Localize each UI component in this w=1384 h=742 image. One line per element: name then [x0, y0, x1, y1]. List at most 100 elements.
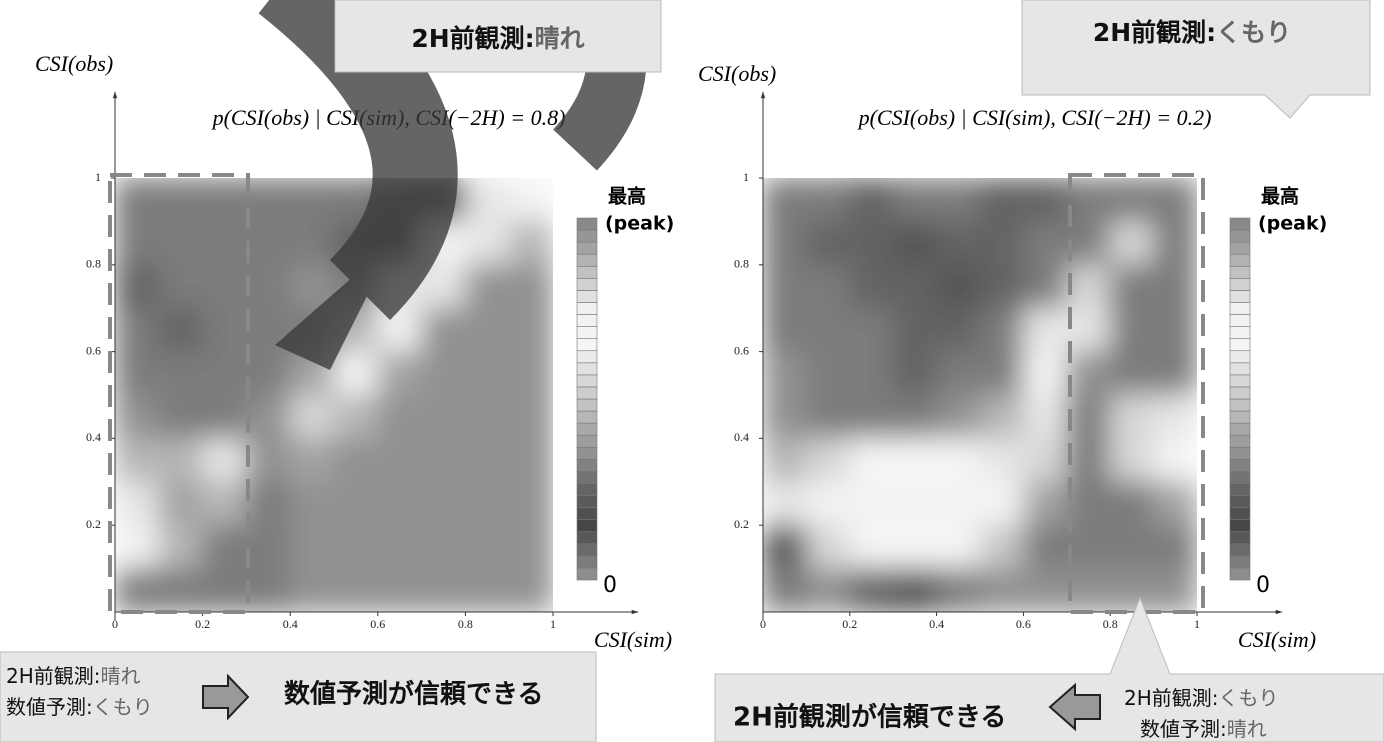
- heatmap-cell: [334, 568, 379, 612]
- note-value: くもり: [1219, 686, 1279, 710]
- colorbar-tick-label: 0: [1256, 573, 1270, 598]
- heatmap-cell: [465, 308, 510, 352]
- y-tick-label: 0.8: [734, 257, 749, 271]
- note-conclusion: 数値予測が信頼できる: [284, 679, 543, 710]
- heatmap-cell: [377, 351, 422, 395]
- heatmap-cell: [290, 178, 335, 222]
- colorbar-step: [577, 568, 597, 580]
- heatmap-cell: [1066, 264, 1110, 308]
- heatmap-cell: [158, 264, 203, 308]
- heatmap-cell: [936, 308, 980, 352]
- heatmap-cell: [1153, 481, 1197, 525]
- heatmap-cell: [509, 481, 554, 525]
- heatmap-cell: [893, 308, 937, 352]
- y-tick-label: 0.6: [86, 343, 101, 357]
- heatmap-cell: [763, 568, 807, 612]
- heatmap-cell: [1153, 221, 1197, 265]
- colorbar-step: [1230, 411, 1250, 423]
- heatmap-cell: [246, 221, 291, 265]
- heatmap-cell: [980, 221, 1024, 265]
- heatmap-cell: [465, 221, 510, 265]
- heatmap-cell: [202, 264, 247, 308]
- colorbar-step: [1230, 290, 1250, 302]
- colorbar-step: [577, 556, 597, 568]
- colorbar-step: [577, 399, 597, 411]
- colorbar-step: [1230, 230, 1250, 242]
- heatmap-cell: [377, 525, 422, 569]
- heatmap-cell: [936, 395, 980, 439]
- heatmap-cell: [246, 395, 291, 439]
- slide: 00.20.40.60.810.20.40.60.81CSI(obs)CSI(s…: [0, 0, 1384, 742]
- x-tick-label: 0.4: [929, 617, 944, 631]
- heatmap-cell: [115, 395, 160, 439]
- colorbar-step: [1230, 459, 1250, 471]
- colorbar-step: [1230, 351, 1250, 363]
- x-tick-label: 0: [112, 617, 118, 631]
- x-tick-label: 0.2: [195, 617, 210, 631]
- heatmap-cell: [115, 481, 160, 525]
- heatmap-cell: [246, 525, 291, 569]
- heatmap-cell: [202, 351, 247, 395]
- colorbar-step: [1230, 447, 1250, 459]
- note-value: 晴れ: [101, 664, 141, 688]
- colorbar-step: [1230, 544, 1250, 556]
- heatmap-cell: [421, 568, 466, 612]
- x-tick-label: 0.6: [1016, 617, 1031, 631]
- colorbar-step: [577, 339, 597, 351]
- heatmap-cell: [1023, 351, 1067, 395]
- heatmap-cell: [849, 264, 893, 308]
- colorbar-title: 最高: [608, 185, 646, 208]
- colorbar-step: [1230, 399, 1250, 411]
- colorbar-step: [1230, 471, 1250, 483]
- heatmap-cell: [1066, 308, 1110, 352]
- heatmap-cell: [115, 308, 160, 352]
- colorbar-step: [577, 508, 597, 520]
- heatmap-cell: [115, 438, 160, 482]
- heatmap-cell: [1023, 481, 1067, 525]
- colorbar-step: [577, 302, 597, 314]
- heatmap-cell: [893, 481, 937, 525]
- heatmap-cell: [246, 568, 291, 612]
- heatmap-cell: [290, 568, 335, 612]
- heatmap-cell: [763, 221, 807, 265]
- heatmap-cell: [509, 525, 554, 569]
- heatmap-cell: [377, 395, 422, 439]
- heatmap-cell: [893, 525, 937, 569]
- heatmap-cell: [115, 178, 160, 222]
- heatmap-cell: [1066, 568, 1110, 612]
- x-axis-label: CSI(sim): [1238, 627, 1316, 652]
- heatmap-cell: [980, 178, 1024, 222]
- heatmap-cell: [1023, 264, 1067, 308]
- heatmap-cell: [763, 481, 807, 525]
- heatmap-cell: [936, 525, 980, 569]
- heatmap-cell: [334, 481, 379, 525]
- heatmap-cell: [509, 308, 554, 352]
- colorbar-step: [1230, 218, 1250, 230]
- colorbar-step: [1230, 302, 1250, 314]
- colorbar-step: [577, 520, 597, 532]
- colorbar-step: [577, 447, 597, 459]
- heatmap-area: [763, 178, 1198, 613]
- colorbar-step: [1230, 387, 1250, 399]
- heatmap-cell: [246, 438, 291, 482]
- heatmap-cell: [849, 178, 893, 222]
- heatmap-cell: [1066, 525, 1110, 569]
- y-tick-label: 0.8: [86, 257, 101, 271]
- heatmap-cell: [980, 568, 1024, 612]
- colorbar-peak-label: (peak): [1258, 213, 1327, 235]
- x-axis-label: CSI(sim): [594, 627, 672, 652]
- colorbar-step: [577, 254, 597, 266]
- heatmap-cell: [202, 221, 247, 265]
- colorbar-title: 最高: [1261, 185, 1299, 208]
- colorbar-peak-label: (peak): [605, 213, 674, 235]
- heatmap-cell: [1110, 264, 1154, 308]
- heatmap-cell: [1110, 438, 1154, 482]
- heatmap-cell: [246, 481, 291, 525]
- colorbar-step: [577, 459, 597, 471]
- heatmap-cell: [290, 438, 335, 482]
- heatmap-cell: [158, 395, 203, 439]
- heatmap-cell: [806, 221, 850, 265]
- callout-value: 晴れ: [535, 24, 585, 53]
- colorbar-step: [1230, 508, 1250, 520]
- callout-label: 2H前観測:: [1093, 18, 1216, 47]
